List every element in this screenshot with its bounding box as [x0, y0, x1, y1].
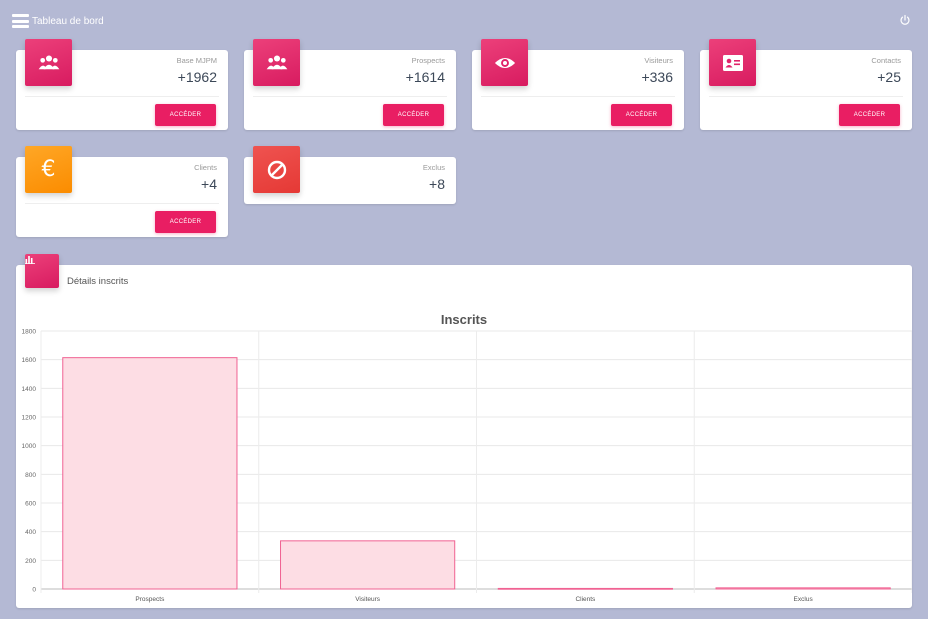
stat-value: +1614	[405, 69, 445, 85]
bar-visiteurs	[280, 540, 456, 590]
contact-card-icon	[722, 54, 743, 71]
access-button[interactable]: ACCÉDER	[611, 104, 672, 126]
stat-value: +336	[641, 69, 673, 85]
card-divider	[25, 96, 219, 97]
stat-icon-box: €	[25, 146, 72, 193]
x-tick-label: Clients	[575, 596, 596, 603]
stat-icon-box	[481, 39, 528, 86]
stat-card-prospects: Prospects +1614 ACCÉDER	[244, 39, 456, 130]
stat-value: +4	[201, 176, 217, 192]
stat-icon-box	[253, 146, 300, 193]
page-title: Tableau de bord	[32, 15, 104, 27]
stat-value: +8	[429, 176, 445, 192]
stat-card-exclus: Exclus +8	[244, 146, 456, 204]
y-tick-label: 200	[25, 558, 36, 565]
card-divider	[709, 96, 903, 97]
x-tick-label: Exclus	[794, 596, 814, 603]
users-icon	[266, 54, 287, 69]
chart-icon	[25, 256, 35, 264]
stat-label: Exclus	[422, 163, 445, 172]
y-tick-label: 0	[32, 587, 36, 594]
access-button[interactable]: ACCÉDER	[155, 211, 216, 233]
bar-clients	[497, 587, 673, 590]
details-card: Détails inscrits Inscrits 0 200 400 600 800 1…	[16, 254, 912, 608]
stat-label: Clients	[194, 163, 217, 172]
block-icon	[267, 160, 286, 179]
eye-icon	[494, 57, 515, 68]
stat-card-visiteurs: Visiteurs +336 ACCÉDER	[472, 39, 684, 130]
y-tick-label: 1000	[22, 443, 37, 450]
card-divider	[481, 96, 675, 97]
stat-value: +25	[877, 69, 901, 85]
stat-icon-box	[25, 39, 72, 86]
access-button[interactable]: ACCÉDER	[839, 104, 900, 126]
y-tick-label: 1400	[22, 386, 37, 393]
bar-exclus	[715, 587, 891, 590]
x-tick-label: Visiteurs	[355, 596, 381, 603]
bar-prospects	[62, 357, 238, 590]
card-divider	[253, 96, 447, 97]
users-icon	[38, 54, 59, 69]
stat-icon-box	[709, 39, 756, 86]
power-icon[interactable]	[899, 14, 911, 26]
top-bar: Tableau de bord	[12, 12, 104, 30]
euro-icon: €	[41, 157, 56, 182]
stat-label: Visiteurs	[644, 56, 673, 65]
chart-title: Inscrits	[441, 312, 487, 327]
stat-card-clients: € Clients +4 ACCÉDER	[16, 146, 228, 237]
bar-chart: Inscrits 0 200 400 600 800 1000 1200 1400 1600 18…	[22, 312, 912, 603]
stat-icon-box	[253, 39, 300, 86]
stat-label: Contacts	[871, 56, 901, 65]
stat-card-base-mjpm: Base MJPM +1962 ACCÉDER	[16, 39, 228, 130]
y-tick-label: 1200	[22, 415, 37, 422]
y-tick-label: 800	[25, 472, 36, 479]
card-divider	[25, 203, 219, 204]
stat-label: Base MJPM	[176, 56, 217, 65]
stat-label: Prospects	[411, 56, 445, 65]
x-tick-label: Prospects	[135, 596, 165, 603]
access-button[interactable]: ACCÉDER	[383, 104, 444, 126]
access-button[interactable]: ACCÉDER	[155, 104, 216, 126]
stat-value: +1962	[177, 69, 217, 85]
details-title: Détails inscrits	[67, 276, 129, 287]
details-icon-box	[25, 254, 59, 288]
y-tick-label: 1800	[22, 329, 37, 336]
y-tick-label: 600	[25, 501, 36, 508]
menu-icon[interactable]	[12, 14, 29, 28]
y-tick-label: 1600	[22, 357, 37, 364]
y-tick-label: 400	[25, 529, 36, 536]
stat-card-contacts: Contacts +25 ACCÉDER	[700, 39, 912, 130]
